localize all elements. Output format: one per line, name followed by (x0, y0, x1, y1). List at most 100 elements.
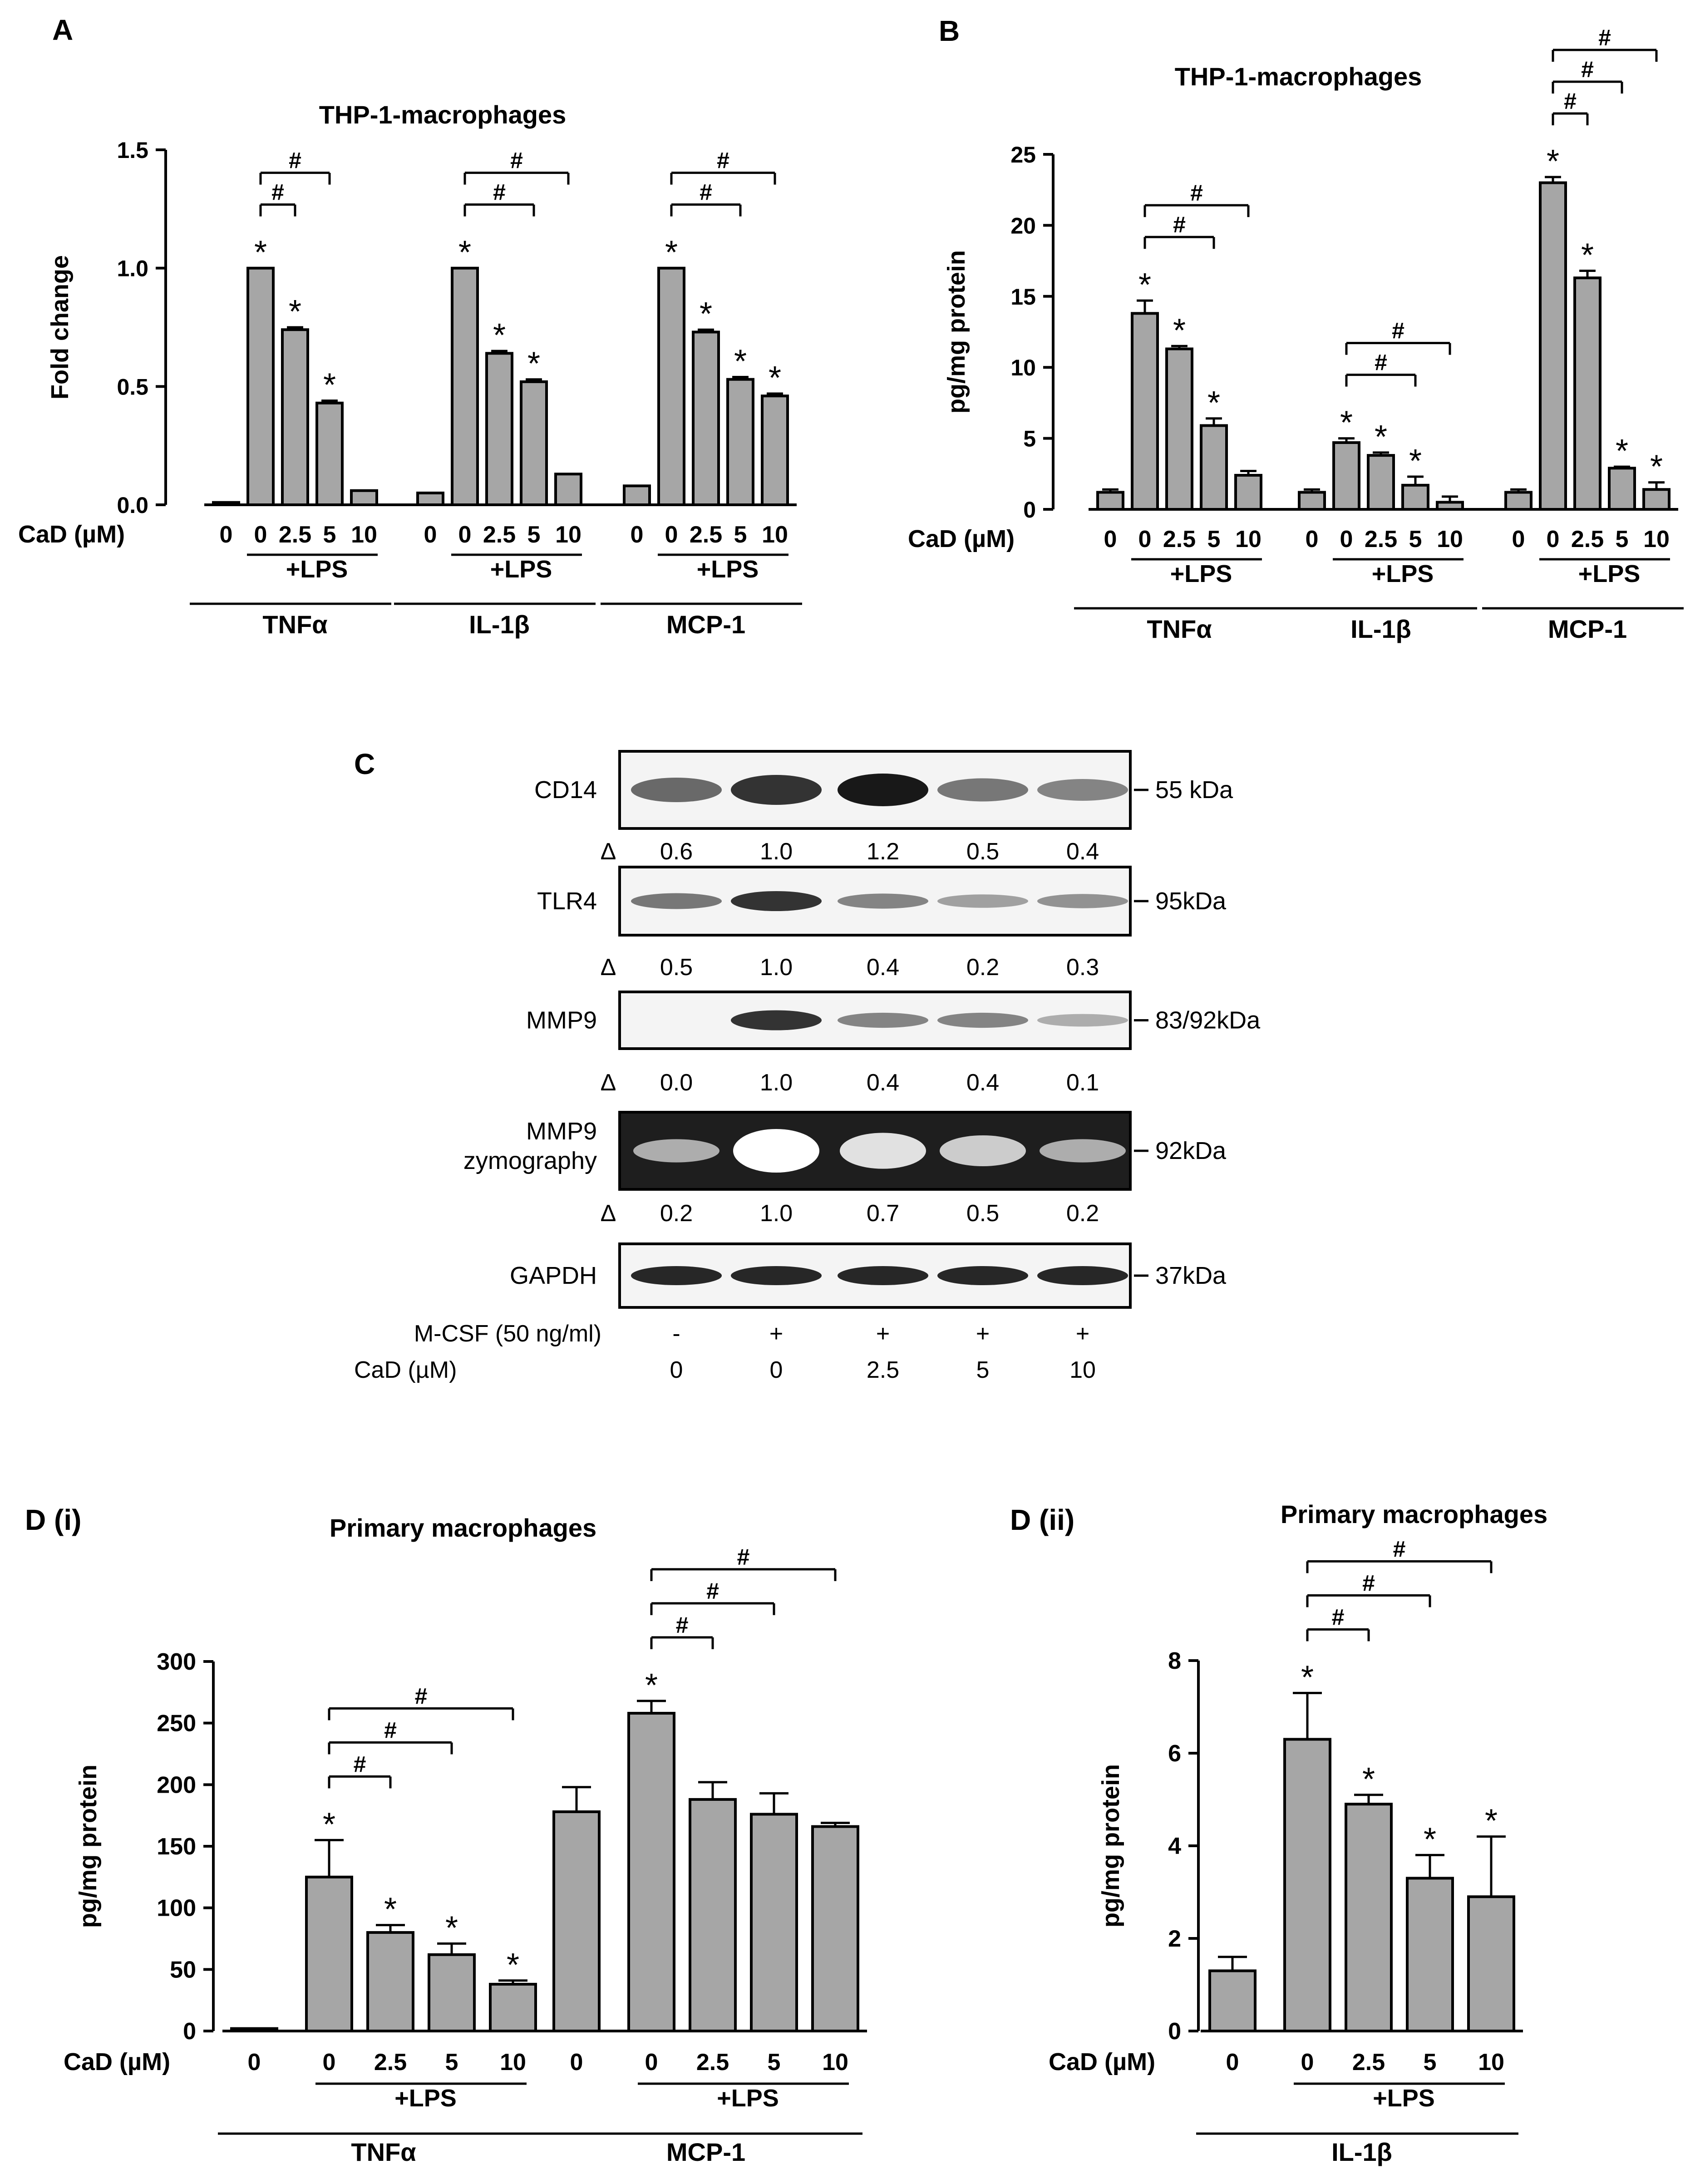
y-axis-label: pg/mg protein (943, 250, 970, 414)
significance-star: * (734, 343, 747, 380)
x-tick-label: 10 (500, 2049, 526, 2076)
lps-label: +LPS (1578, 560, 1641, 587)
x-tick-label: 5 (1207, 526, 1221, 552)
x-tick-label: 5 (1409, 526, 1422, 552)
bar (1131, 312, 1159, 511)
x-tick-label: 0 (665, 522, 678, 548)
significance-star: * (769, 360, 781, 396)
protein-band (731, 1010, 822, 1030)
delta-symbol: Δ (601, 838, 616, 865)
hash-label: # (1393, 1536, 1406, 1562)
gene-label: MCP-1 (1548, 615, 1627, 643)
y-axis-label: pg/mg protein (1097, 1764, 1124, 1928)
y-tick-label: 5 (1023, 426, 1036, 452)
bar (246, 266, 275, 506)
y-tick-label: 300 (157, 1649, 196, 1675)
x-tick-label: 10 (1235, 526, 1262, 552)
protein-band (631, 893, 722, 909)
bar (1367, 454, 1395, 511)
hash-label: # (1598, 25, 1611, 50)
bar (726, 378, 754, 507)
panel-a-chart: A THP-1-macrophages Fold change 0.0 0.5 1.0 1.… (18, 14, 802, 639)
protein-band (1037, 1014, 1128, 1027)
lps-label: +LPS (394, 2085, 457, 2112)
blot-row-label: MMP9 (526, 1118, 597, 1145)
blot-row-label: MMP9 (526, 1007, 597, 1034)
x-tick-label: 10 (1478, 2049, 1504, 2076)
significance-star: * (1375, 419, 1387, 455)
x-tick-label: 10 (351, 522, 377, 548)
quant-value: 1.2 (867, 838, 899, 865)
bar (1200, 424, 1228, 511)
lps-label: +LPS (1372, 560, 1434, 587)
blot-row-label: CD14 (534, 776, 597, 804)
bar (451, 266, 479, 506)
y-tick-label: 100 (157, 1895, 196, 1922)
quant-value: 0.5 (660, 954, 693, 981)
bar (1642, 488, 1671, 511)
bar (1406, 1877, 1454, 2032)
hash-label: # (1173, 212, 1186, 237)
bar (1234, 473, 1262, 511)
x-tick-label: 0 (1226, 2049, 1239, 2076)
bar (520, 380, 548, 506)
cad-value: 10 (1069, 1357, 1096, 1383)
x-tick-label: 0 (254, 522, 267, 548)
blot-row-label: GAPDH (510, 1262, 597, 1289)
delta-symbol: Δ (601, 954, 616, 981)
x-tick-label: 10 (1437, 526, 1463, 552)
gene-label: IL-1β (1331, 2138, 1392, 2166)
x-tick-label: 5 (768, 2049, 781, 2076)
hash-label: # (289, 148, 301, 173)
x-tick-label: 2.5 (1571, 526, 1604, 552)
significance-star: * (1650, 449, 1663, 485)
x-tick-label: 2.5 (690, 522, 722, 548)
significance-star: * (1173, 312, 1186, 349)
protein-band (937, 1266, 1028, 1285)
y-tick-label: 6 (1168, 1740, 1181, 1767)
significance-star: * (1616, 433, 1628, 469)
protein-band (937, 1012, 1028, 1028)
significance-star: * (665, 235, 678, 271)
gene-label: TNFα (1147, 615, 1212, 643)
x-tick-label: 0 (1138, 526, 1152, 552)
x-tick-label: 2.5 (374, 2049, 407, 2076)
quant-value: 1.0 (760, 838, 793, 865)
size-marker-label: 95kDa (1155, 887, 1227, 915)
y-tick-label: 15 (1010, 284, 1036, 310)
zymography-band (633, 1139, 719, 1163)
significance-star: * (1138, 267, 1151, 303)
mcsf-label: M-CSF (50 ng/ml) (414, 1321, 601, 1347)
bar (1298, 491, 1326, 511)
y-tick-label: 10 (1010, 355, 1036, 380)
bar (692, 330, 720, 507)
panel-label: C (354, 748, 375, 780)
significance-star: * (1207, 385, 1220, 421)
hash-label: # (510, 148, 523, 173)
bar (485, 352, 513, 506)
panel-label: D (i) (25, 1504, 81, 1536)
bar (1208, 1969, 1257, 2032)
x-tick-label: 5 (1424, 2049, 1437, 2076)
bar (489, 1982, 537, 2033)
quant-value: 0.1 (1066, 1070, 1099, 1096)
significance-star: * (1362, 1761, 1375, 1798)
zymography-band (840, 1133, 926, 1169)
bar (627, 1711, 675, 2032)
x-tick-label: 0 (1104, 526, 1117, 552)
x-tick-label: 10 (822, 2049, 848, 2076)
x-tick-label: 0 (645, 2049, 658, 2076)
bar (657, 266, 685, 506)
protein-band (1037, 1266, 1128, 1285)
y-tick-label: 0 (1023, 497, 1036, 523)
x-tick-label: 2.5 (279, 522, 311, 548)
hash-label: # (676, 1612, 689, 1638)
hash-label: # (737, 1544, 750, 1570)
mcsf-value: + (976, 1321, 990, 1347)
cad-value: 0 (670, 1357, 683, 1383)
bar (750, 1813, 798, 2033)
quant-value: 0.5 (966, 838, 999, 865)
y-tick-label: 250 (157, 1711, 196, 1737)
x-tick-label: 0 (1512, 526, 1525, 552)
